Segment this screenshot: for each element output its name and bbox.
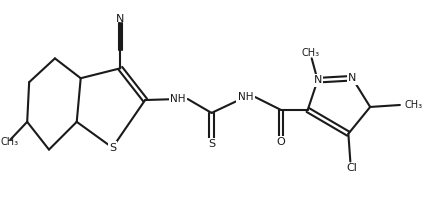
Text: S: S (208, 139, 215, 149)
Text: NH: NH (170, 94, 186, 104)
Text: Cl: Cl (346, 163, 357, 173)
Text: CH₃: CH₃ (405, 100, 423, 110)
Text: N: N (116, 14, 125, 24)
Text: CH₃: CH₃ (301, 48, 320, 59)
Text: O: O (276, 137, 285, 147)
Text: S: S (109, 143, 116, 153)
Text: CH₃: CH₃ (0, 137, 18, 147)
Text: NH: NH (237, 92, 253, 102)
Text: N: N (313, 75, 322, 85)
Text: N: N (348, 73, 357, 83)
